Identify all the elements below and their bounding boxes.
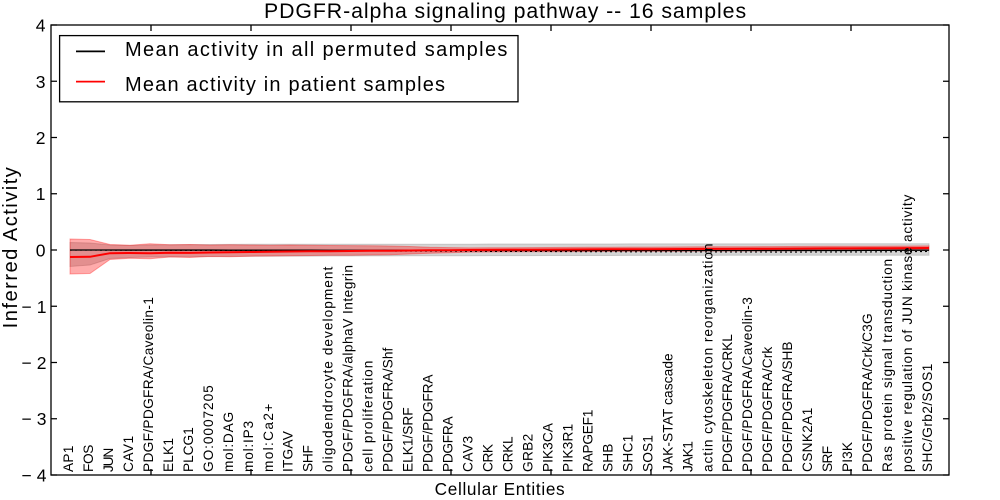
svg-text:PDGFRA: PDGFRA <box>441 416 456 472</box>
svg-text:3: 3 <box>36 72 46 92</box>
svg-text:PDGF/PDGFRA/Shf: PDGF/PDGFRA/Shf <box>381 347 396 472</box>
svg-text:SRF: SRF <box>820 446 835 472</box>
svg-text:ELK1: ELK1 <box>161 438 176 472</box>
svg-text:PDGF/PDGFRA/Crk: PDGF/PDGFRA/Crk <box>760 347 775 472</box>
svg-text:PDGF/PDGFRA/SHB: PDGF/PDGFRA/SHB <box>780 341 795 472</box>
svg-text:GO:0007205: GO:0007205 <box>201 384 216 472</box>
svg-text:ELK1/SRF: ELK1/SRF <box>401 407 416 472</box>
svg-text:JUN: JUN <box>101 449 116 472</box>
svg-text:SOS1: SOS1 <box>640 435 655 472</box>
svg-text:CRK: CRK <box>481 444 496 472</box>
svg-text:SHC1: SHC1 <box>620 434 635 472</box>
svg-text:PDGFR-alpha signaling pathway: PDGFR-alpha signaling pathway -- 16 samp… <box>264 0 747 23</box>
svg-text:cell proliferation: cell proliferation <box>361 360 376 472</box>
svg-text:PIK3R1: PIK3R1 <box>560 424 575 472</box>
svg-text:PIK3CA: PIK3CA <box>540 422 555 472</box>
svg-text:PDGF/PDGFRA: PDGF/PDGFRA <box>421 374 436 472</box>
svg-text:CAV3: CAV3 <box>461 435 476 472</box>
svg-text:0: 0 <box>36 241 46 261</box>
svg-text:mol:Ca2+: mol:Ca2+ <box>261 402 276 472</box>
svg-text:CRKL: CRKL <box>501 436 516 472</box>
svg-text:PDGF/PDGFRA/Caveolin-3: PDGF/PDGFRA/Caveolin-3 <box>740 297 755 472</box>
svg-text:Mean activity in all permuted: Mean activity in all permuted samples <box>125 39 509 61</box>
svg-text:PDGF/PDGFRA/Crk/C3G: PDGF/PDGFRA/Crk/C3G <box>860 313 875 472</box>
svg-text:SHC/Grb2/SOS1: SHC/Grb2/SOS1 <box>920 363 935 472</box>
svg-text:CSNK2A1: CSNK2A1 <box>800 407 815 472</box>
svg-text:RAPGEF1: RAPGEF1 <box>580 410 595 472</box>
svg-text:GRB2: GRB2 <box>521 433 536 472</box>
svg-text:PDGF/PDGFRA/Caveolin-1: PDGF/PDGFRA/Caveolin-1 <box>141 297 156 472</box>
svg-text:1: 1 <box>36 184 46 204</box>
svg-text:positive regulation of JUN kin: positive regulation of JUN kinase activi… <box>900 194 915 472</box>
svg-text:FOS: FOS <box>81 445 96 472</box>
svg-text:Mean activity in patient sampl: Mean activity in patient samples <box>125 74 446 96</box>
svg-text:oligodendrocyte development: oligodendrocyte development <box>321 266 336 472</box>
svg-text:mol:IP3: mol:IP3 <box>241 420 256 472</box>
svg-text:Inferred Activity: Inferred Activity <box>0 166 22 329</box>
svg-text:SHB: SHB <box>600 444 615 472</box>
svg-text:JAK1: JAK1 <box>680 442 695 472</box>
svg-text:Ras protein signal transductio: Ras protein signal transduction <box>880 258 895 472</box>
svg-text:JAK-STAT cascade: JAK-STAT cascade <box>660 353 675 472</box>
svg-text:actin cytoskeleton reorganizat: actin cytoskeleton reorganization <box>700 243 715 472</box>
svg-text:Cellular Entities: Cellular Entities <box>435 479 566 499</box>
svg-text:PDGF/PDGFRA/CRKL: PDGF/PDGFRA/CRKL <box>720 334 735 472</box>
svg-text:AP1: AP1 <box>61 445 76 472</box>
svg-text:PI3K: PI3K <box>840 442 855 472</box>
svg-text:CAV1: CAV1 <box>121 435 136 472</box>
svg-text:PDGF/PDGFRA/alphaV Integrin: PDGF/PDGFRA/alphaV Integrin <box>341 265 356 472</box>
svg-text:ITGAV: ITGAV <box>281 430 296 472</box>
svg-text:PLCG1: PLCG1 <box>181 427 196 472</box>
svg-text:4: 4 <box>36 16 46 36</box>
svg-text:mol:DAG: mol:DAG <box>221 411 236 472</box>
svg-text:2: 2 <box>36 128 46 148</box>
svg-text:SHF: SHF <box>301 445 316 472</box>
